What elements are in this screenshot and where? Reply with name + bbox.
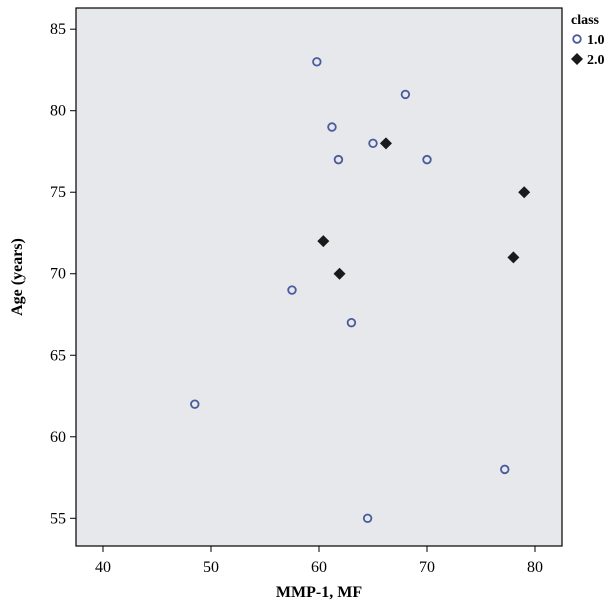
y-tick-label: 60	[50, 429, 66, 446]
data-point-series-2	[317, 235, 330, 248]
y-tick-label: 75	[50, 184, 66, 201]
y-tick-label: 70	[50, 266, 66, 283]
legend-label-series-1: 1.0	[587, 33, 605, 48]
data-point-series-2	[379, 137, 392, 150]
data-point-series-1	[422, 154, 432, 165]
x-tick-label: 50	[203, 559, 219, 576]
axis-ticks: 40 50 60 70 80 55 60 65 70 75 80 85	[50, 21, 543, 576]
x-axis-title: MMP-1, MF	[276, 584, 362, 601]
legend-title: class	[571, 13, 600, 28]
y-tick-label: 80	[50, 103, 66, 120]
data-point-series-1	[362, 513, 373, 523]
data-point-series-1	[400, 89, 411, 100]
data-point-series-1	[333, 154, 344, 165]
legend-marker-series-2	[571, 53, 583, 65]
plot-area	[75, 7, 563, 547]
data-point-series-1	[287, 285, 297, 295]
x-tick-label: 80	[527, 559, 543, 576]
data-point-series-1	[500, 464, 510, 475]
data-point-series-1	[190, 399, 200, 409]
data-point-series-1	[327, 122, 337, 132]
data-point-series-2	[518, 186, 531, 199]
x-tick-label: 60	[311, 559, 327, 576]
y-axis-title: Age (years)	[9, 238, 26, 316]
data-point-series-2	[333, 267, 346, 280]
x-tick-label: 70	[419, 559, 435, 576]
x-tick-label: 40	[95, 559, 111, 576]
legend: class 1.02.0	[571, 13, 605, 68]
legend-marker-series-1	[572, 34, 582, 44]
y-tick-label: 85	[50, 21, 66, 38]
data-points	[190, 57, 531, 523]
y-tick-label: 65	[50, 347, 66, 364]
legend-label-series-2: 2.0	[587, 53, 605, 68]
y-tick-label: 55	[50, 510, 66, 527]
data-point-series-1	[312, 57, 322, 67]
data-point-series-2	[507, 251, 520, 264]
legend-items: 1.02.0	[571, 33, 605, 68]
data-point-series-1	[346, 317, 357, 328]
data-point-series-1	[368, 138, 378, 149]
